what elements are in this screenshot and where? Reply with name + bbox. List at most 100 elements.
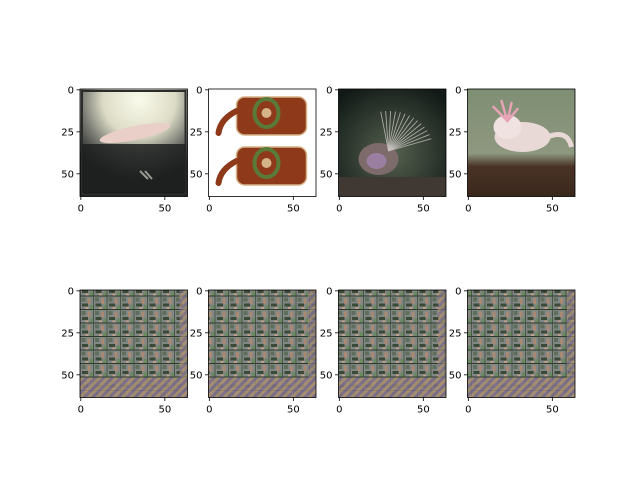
axolotl-gill — [500, 99, 509, 123]
fish-spine — [388, 117, 415, 152]
light-streak — [99, 122, 171, 144]
bottom-band — [208, 377, 316, 398]
axes-frame — [338, 289, 447, 398]
image-frame — [81, 90, 187, 196]
fish-face — [366, 153, 387, 169]
fish-spine — [380, 111, 389, 152]
purse-strap — [215, 108, 240, 136]
y-tick-label: 50 — [61, 169, 74, 180]
y-tick-label: 50 — [190, 169, 203, 180]
purse-body — [236, 147, 307, 185]
axolotl-head — [493, 115, 522, 139]
y-tick-label: 25 — [61, 127, 74, 138]
y-tick-label: 0 — [326, 286, 332, 297]
y-tick-label: 25 — [449, 328, 462, 339]
y-tick-label: 0 — [455, 286, 461, 297]
axes-frame — [208, 88, 317, 197]
purse-ornament — [252, 147, 281, 179]
fish-spine — [388, 134, 430, 152]
image-panel: 0 50 0 25 50 — [190, 85, 317, 215]
x-tick-label: 0 — [78, 405, 84, 416]
y-tick-label: 50 — [190, 370, 203, 381]
y-tick-label: 0 — [326, 85, 332, 96]
right-band — [567, 290, 575, 398]
image-content — [80, 89, 188, 197]
y-tick-label: 0 — [196, 286, 202, 297]
bottom-band — [467, 377, 575, 398]
axolotl-gill — [492, 105, 509, 123]
y-tick-label: 25 — [61, 328, 74, 339]
image-content — [467, 290, 575, 398]
image-panel: 0 50 0 25 50 — [190, 286, 317, 416]
purse-body — [236, 97, 307, 135]
sea-floor — [338, 177, 446, 197]
floor-mark — [139, 170, 149, 180]
x-tick-label: 0 — [206, 204, 212, 215]
fish-spine — [388, 126, 425, 152]
right-band — [438, 290, 446, 398]
fish-spine — [388, 130, 428, 152]
fish-spine — [385, 111, 389, 152]
x-tick-label: 50 — [158, 405, 171, 416]
fish-spine — [388, 138, 432, 152]
axes-frame — [338, 88, 447, 197]
y-tick-label: 25 — [190, 328, 203, 339]
y-tick-label: 50 — [449, 169, 462, 180]
x-tick-label: 50 — [546, 204, 559, 215]
x-tick-label: 0 — [78, 204, 84, 215]
x-tick-label: 0 — [336, 405, 342, 416]
purse-ornament-center — [261, 158, 272, 168]
image-panel: 0 50 0 25 50 — [320, 286, 447, 416]
x-tick-label: 0 — [206, 405, 212, 416]
y-tick-label: 0 — [455, 85, 461, 96]
x-tick-label: 50 — [417, 204, 430, 215]
image-content — [208, 89, 316, 197]
axolotl-tail — [546, 132, 574, 148]
floor-mark — [144, 170, 153, 180]
right-band — [179, 290, 188, 398]
purse-outline — [235, 146, 308, 186]
x-tick-label: 0 — [465, 405, 471, 416]
purse-ornament-center — [261, 108, 272, 118]
axes-frame — [467, 289, 576, 398]
image-panel: 0 50 0 25 50 — [61, 85, 188, 215]
y-tick-label: 25 — [320, 127, 333, 138]
axes-frame — [79, 289, 188, 398]
y-tick-label: 25 — [449, 127, 462, 138]
y-tick-label: 0 — [196, 85, 202, 96]
fish-spine — [388, 113, 406, 152]
axes-frame — [79, 88, 188, 197]
image-content — [208, 290, 316, 398]
image-content — [80, 290, 188, 398]
x-tick-label: 50 — [287, 204, 300, 215]
y-tick-label: 50 — [320, 370, 333, 381]
y-tick-label: 0 — [68, 85, 74, 96]
fish-spine — [388, 120, 419, 152]
image-content — [338, 290, 446, 398]
x-tick-label: 0 — [465, 204, 471, 215]
panels-layer: 0 50 0 25 50 0 50 0 25 50 0 50 0 25 50 0 50 0 25 50 0 50 0 25 50… — [61, 85, 576, 416]
y-tick-label: 25 — [320, 328, 333, 339]
axolotl-gill — [506, 101, 513, 123]
axes-frame — [208, 289, 317, 398]
fish-spine — [388, 123, 422, 152]
image-panel: 0 50 0 25 50 — [449, 286, 576, 416]
x-tick-label: 50 — [546, 405, 559, 416]
image-panel: 0 50 0 25 50 — [320, 85, 447, 215]
image-panel: 0 50 0 25 50 — [61, 286, 188, 416]
axolotl-gill — [506, 107, 519, 123]
image-content — [338, 89, 446, 197]
purse-strap — [215, 158, 240, 186]
image-content — [467, 89, 575, 197]
x-tick-label: 0 — [336, 204, 342, 215]
fish-spine — [388, 115, 410, 152]
y-tick-label: 25 — [190, 127, 203, 138]
y-tick-label: 50 — [449, 370, 462, 381]
x-tick-label: 50 — [158, 204, 171, 215]
image-panel: 0 50 0 25 50 — [449, 85, 576, 215]
x-tick-label: 50 — [287, 405, 300, 416]
bottom-band — [338, 377, 446, 398]
bottom-band — [80, 377, 188, 398]
purse-outline — [235, 96, 308, 136]
axes-frame — [467, 88, 576, 197]
